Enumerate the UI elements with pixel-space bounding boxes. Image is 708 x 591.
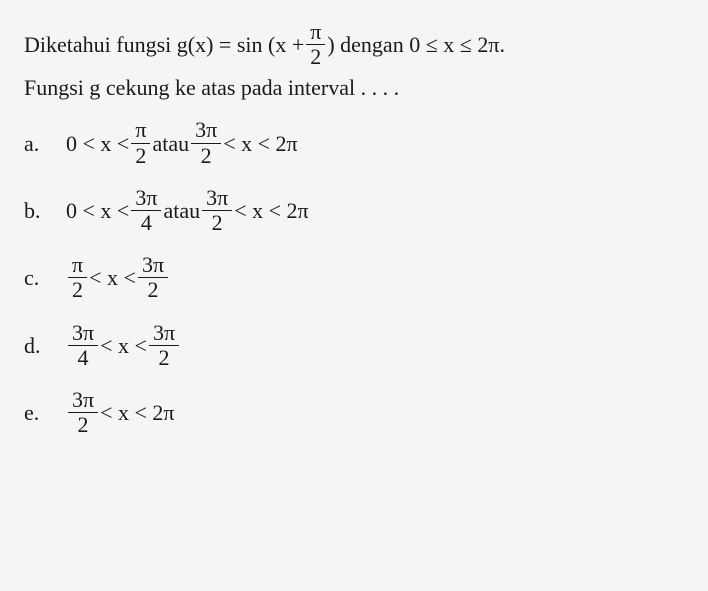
opt-a-mid: atau bbox=[152, 127, 189, 160]
opt-b-frac1: 3π 4 bbox=[131, 186, 161, 235]
opt-b-mid: atau bbox=[163, 194, 200, 227]
opt-d-f1d: 4 bbox=[68, 346, 98, 370]
question-block: Diketahui fungsi g(x) = sin (x + π 2 ) d… bbox=[24, 20, 684, 104]
opt-d-frac1: 3π 4 bbox=[68, 321, 98, 370]
opt-b-f2n: 3π bbox=[202, 186, 232, 211]
opt-c-mid: < x < bbox=[89, 261, 136, 294]
option-d-label: d. bbox=[24, 329, 66, 362]
question-line1: Diketahui fungsi g(x) = sin (x + π 2 ) d… bbox=[24, 20, 505, 69]
option-e: e. 3π 2 < x < 2π bbox=[24, 388, 684, 437]
q-line1-frac: π 2 bbox=[306, 20, 325, 69]
opt-c-f2d: 2 bbox=[138, 278, 168, 302]
option-b: b. 0 < x < 3π 4 atau 3π 2 < x < 2π bbox=[24, 186, 684, 235]
option-b-label: b. bbox=[24, 194, 66, 227]
opt-a-f2d: 2 bbox=[191, 144, 221, 168]
opt-a-p1: 0 < x < bbox=[66, 127, 129, 160]
opt-d-f2n: 3π bbox=[149, 321, 179, 346]
option-a-content: 0 < x < π 2 atau 3π 2 < x < 2π bbox=[66, 118, 298, 167]
option-e-label: e. bbox=[24, 396, 66, 429]
option-d: d. 3π 4 < x < 3π 2 bbox=[24, 321, 684, 370]
opt-d-f2d: 2 bbox=[149, 346, 179, 370]
option-c: c. π 2 < x < 3π 2 bbox=[24, 253, 684, 302]
opt-a-frac2: 3π 2 bbox=[191, 118, 221, 167]
option-d-content: 3π 4 < x < 3π 2 bbox=[66, 321, 181, 370]
opt-c-f1n: π bbox=[68, 253, 87, 278]
opt-c-f2n: 3π bbox=[138, 253, 168, 278]
opt-c-frac1: π 2 bbox=[68, 253, 87, 302]
opt-c-f1d: 2 bbox=[68, 278, 87, 302]
q-line1-frac-num: π bbox=[306, 20, 325, 45]
opt-b-f2d: 2 bbox=[202, 211, 232, 235]
option-c-label: c. bbox=[24, 261, 66, 294]
option-c-content: π 2 < x < 3π 2 bbox=[66, 253, 170, 302]
question-line2: Fungsi g cekung ke atas pada interval . … bbox=[24, 71, 684, 104]
opt-d-f1n: 3π bbox=[68, 321, 98, 346]
q-line1-before: Diketahui fungsi g(x) = sin (x + bbox=[24, 28, 304, 61]
opt-e-frac1: 3π 2 bbox=[68, 388, 98, 437]
opt-e-f1n: 3π bbox=[68, 388, 98, 413]
option-b-content: 0 < x < 3π 4 atau 3π 2 < x < 2π bbox=[66, 186, 309, 235]
opt-c-frac2: 3π 2 bbox=[138, 253, 168, 302]
opt-a-f1n: π bbox=[131, 118, 150, 143]
opt-b-p1: 0 < x < bbox=[66, 194, 129, 227]
opt-e-mid: < x < 2π bbox=[100, 396, 174, 429]
opt-b-f1d: 4 bbox=[131, 211, 161, 235]
opt-e-f1d: 2 bbox=[68, 413, 98, 437]
q-line1-after: ) dengan 0 ≤ x ≤ 2π. bbox=[327, 28, 505, 61]
opt-d-frac2: 3π 2 bbox=[149, 321, 179, 370]
option-e-content: 3π 2 < x < 2π bbox=[66, 388, 175, 437]
options-list: a. 0 < x < π 2 atau 3π 2 < x < 2π b. 0 <… bbox=[24, 118, 684, 437]
opt-d-mid: < x < bbox=[100, 329, 147, 362]
opt-b-p2: < x < 2π bbox=[234, 194, 308, 227]
opt-a-f2n: 3π bbox=[191, 118, 221, 143]
opt-a-p2: < x < 2π bbox=[223, 127, 297, 160]
option-a: a. 0 < x < π 2 atau 3π 2 < x < 2π bbox=[24, 118, 684, 167]
q-line1-frac-den: 2 bbox=[306, 45, 325, 69]
option-a-label: a. bbox=[24, 127, 66, 160]
opt-b-f1n: 3π bbox=[131, 186, 161, 211]
opt-b-frac2: 3π 2 bbox=[202, 186, 232, 235]
opt-a-f1d: 2 bbox=[131, 144, 150, 168]
opt-a-frac1: π 2 bbox=[131, 118, 150, 167]
